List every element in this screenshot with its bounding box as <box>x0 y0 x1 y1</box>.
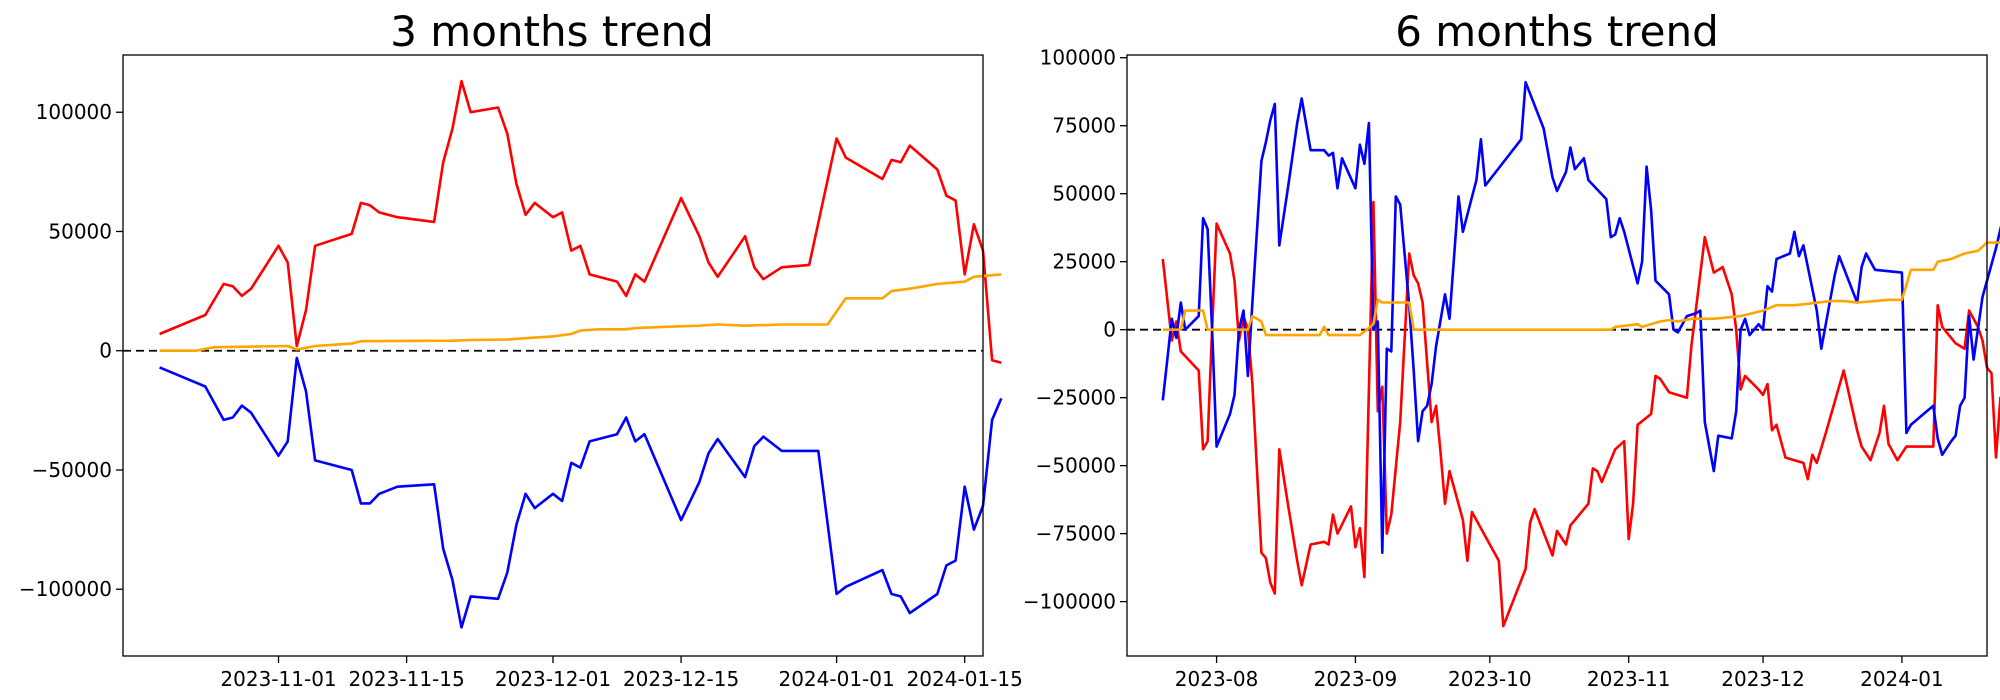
y-tick-label: 50000 <box>48 219 112 243</box>
chart-6-months-trend: 6 months trend 2023-08 2023-09 2023-10 2023… <box>1023 7 2000 691</box>
y-tick-label: 50000 <box>1052 182 1116 206</box>
x-tick-label: 2023-11-01 <box>220 667 336 691</box>
chart-title: 3 months trend <box>390 7 714 56</box>
y-tick-label: 75000 <box>1052 114 1116 138</box>
plot-frame <box>1126 54 1988 657</box>
y-tick-label: −25000 <box>1036 386 1116 410</box>
y-tick-label: 100000 <box>36 100 112 124</box>
y-tick-label: −50000 <box>32 458 112 482</box>
y-tick-label: −100000 <box>19 577 112 601</box>
x-tick-label: 2023-09 <box>1314 667 1398 691</box>
x-tick-label: 2023-10 <box>1448 667 1532 691</box>
x-tick-label: 2023-08 <box>1175 667 1259 691</box>
y-tick-label: 0 <box>99 339 112 363</box>
series-line-1 <box>1161 200 2000 628</box>
chart-title: 6 months trend <box>1395 7 1719 56</box>
y-tick-label: −50000 <box>1036 454 1116 478</box>
series-line-1 <box>159 79 1002 364</box>
series-layer <box>123 79 1003 629</box>
y-tick-label: 100000 <box>1040 46 1116 70</box>
plot-frame <box>122 54 984 657</box>
series-line-3 <box>159 273 1002 353</box>
x-tick-label: 2023-11 <box>1587 667 1671 691</box>
axes-layer: 2023-11-01 2023-11-15 2023-12-01 2023-12-15… <box>19 100 1023 691</box>
y-tick-label: −100000 <box>1023 590 1116 614</box>
x-tick-label: 2023-12 <box>1721 667 1805 691</box>
series-layer <box>1127 80 2000 628</box>
y-tick-label: 0 <box>1103 318 1116 342</box>
axes-layer: 2023-08 2023-09 2023-10 2023-11 2023-12 2024-… <box>1023 46 1944 691</box>
series-line-2 <box>159 356 1003 629</box>
series-line-3 <box>1162 241 2000 337</box>
series-line-2 <box>1161 80 2000 555</box>
y-tick-label: −75000 <box>1036 522 1116 546</box>
x-tick-label: 2023-12-15 <box>623 667 739 691</box>
x-tick-label: 2023-12-01 <box>495 667 611 691</box>
y-tick-label: 25000 <box>1052 250 1116 274</box>
x-tick-label: 2024-01-15 <box>907 667 1023 691</box>
chart-3-months-trend: 3 months trend 2023-11-01 2023-11-15 2023-… <box>19 7 1023 691</box>
x-tick-label: 2024-01 <box>1860 667 1944 691</box>
x-tick-label: 2024-01-01 <box>778 667 894 691</box>
x-tick-label: 2023-11-15 <box>348 667 464 691</box>
